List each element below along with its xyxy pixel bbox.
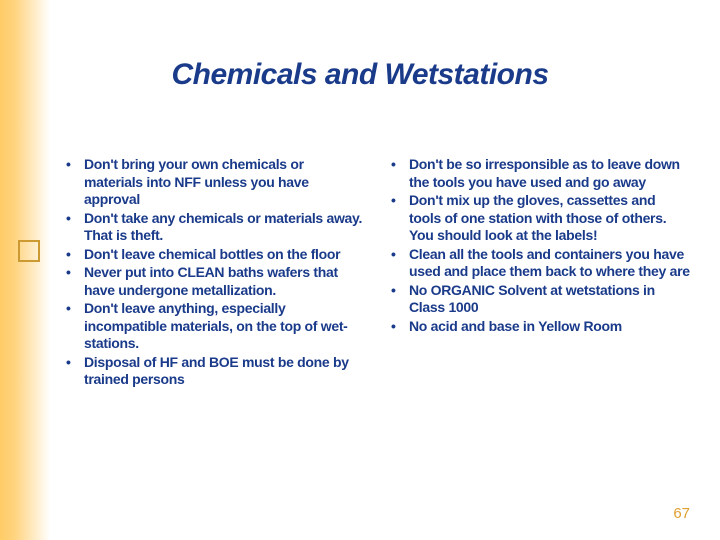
list-item: No ORGANIC Solvent at wetstations in Cla… — [385, 282, 690, 317]
list-item: Don't leave anything, especially incompa… — [60, 300, 365, 353]
right-bullet-list: Don't be so irresponsible as to leave do… — [385, 156, 690, 335]
list-item: Don't take any chemicals or materials aw… — [60, 210, 365, 245]
left-column: Don't bring your own chemicals or materi… — [60, 156, 365, 390]
page-number: 67 — [673, 505, 690, 522]
list-item: Don't be so irresponsible as to leave do… — [385, 156, 690, 191]
list-item: Clean all the tools and containers you h… — [385, 246, 690, 281]
list-item: No acid and base in Yellow Room — [385, 318, 690, 336]
list-item: Don't bring your own chemicals or materi… — [60, 156, 365, 209]
list-item: Disposal of HF and BOE must be done by t… — [60, 354, 365, 389]
decorative-square — [18, 240, 40, 262]
content-columns: Don't bring your own chemicals or materi… — [60, 156, 690, 390]
list-item: Never put into CLEAN baths wafers that h… — [60, 264, 365, 299]
right-column: Don't be so irresponsible as to leave do… — [385, 156, 690, 390]
list-item: Don't mix up the gloves, cassettes and t… — [385, 192, 690, 245]
left-bullet-list: Don't bring your own chemicals or materi… — [60, 156, 365, 389]
slide-title: Chemicals and Wetstations — [0, 58, 720, 92]
list-item: Don't leave chemical bottles on the floo… — [60, 246, 365, 264]
